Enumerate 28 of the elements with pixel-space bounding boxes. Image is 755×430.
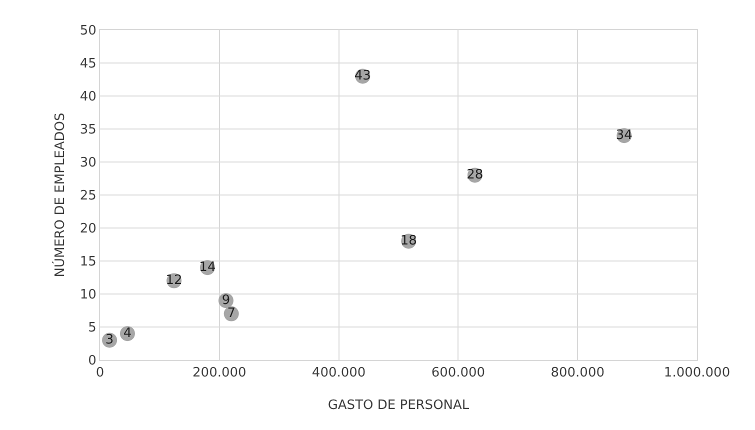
data-label: 12 bbox=[166, 273, 182, 288]
data-label: 34 bbox=[616, 128, 632, 143]
data-label: 4 bbox=[123, 326, 132, 341]
data-label: 9 bbox=[222, 292, 230, 308]
y-tick-label: 15 bbox=[80, 254, 96, 270]
y-tick-label: 0 bbox=[88, 354, 96, 369]
data-label: 7 bbox=[227, 306, 236, 322]
y-tick-label: 35 bbox=[80, 122, 96, 138]
data-label: 43 bbox=[354, 68, 371, 84]
y-tick-label: 50 bbox=[80, 24, 96, 39]
x-tick-label: 800.000 bbox=[550, 366, 604, 381]
y-tick-label: 25 bbox=[80, 188, 96, 204]
y-tick-label: 30 bbox=[80, 156, 96, 171]
y-tick-label: 20 bbox=[80, 222, 96, 237]
data-label: 28 bbox=[466, 167, 484, 182]
data-label: 3 bbox=[105, 332, 114, 348]
data-label: 18 bbox=[400, 233, 417, 248]
x-axis-title: GASTO DE PERSONAL bbox=[328, 398, 470, 413]
x-tick-label: 600.000 bbox=[431, 366, 486, 381]
x-tick-label: 1.000.000 bbox=[664, 366, 730, 381]
y-tick-label: 5 bbox=[88, 320, 96, 336]
y-axis-title: NÚMERO DE EMPLEADOS bbox=[51, 112, 68, 278]
x-tick-label: 200.000 bbox=[192, 366, 246, 381]
y-tick-label: 40 bbox=[80, 90, 96, 105]
data-label: 14 bbox=[199, 260, 216, 275]
y-tick-label: 10 bbox=[80, 288, 96, 303]
x-tick-label: 400.000 bbox=[312, 366, 366, 381]
y-tick-label: 45 bbox=[80, 56, 96, 72]
